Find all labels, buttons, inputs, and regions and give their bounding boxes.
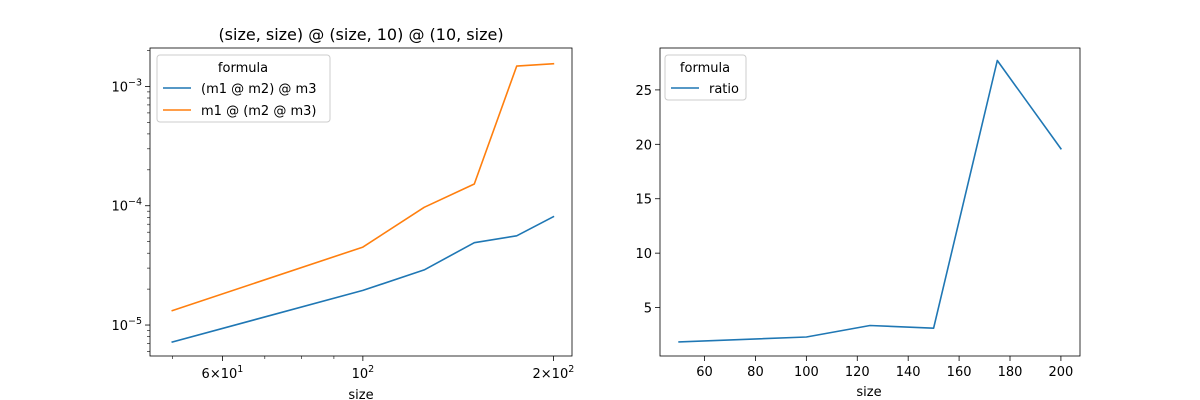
right-chart: 60 80 100 120 140 160 180 200 5 10 15 20 25 size for… <box>635 47 1081 400</box>
left-y-tick-label-0: 10−5 <box>111 316 142 334</box>
left-series-line-1 <box>171 62 555 312</box>
right-x-tick-label-7: 200 <box>1048 365 1073 380</box>
right-x-tick-label-0: 60 <box>696 365 713 380</box>
left-legend: formula (m1 @ m2) @ m3 m1 @ (m2 @ m3) <box>156 54 331 123</box>
right-ticks-group: 60 80 100 120 140 160 180 200 5 10 15 20 25 <box>635 84 1073 380</box>
left-x-tick-label-1: 102 <box>352 364 375 382</box>
left-series-line-0 <box>171 215 555 343</box>
left-chart: 6×101 102 2×102 10−5 10−4 10−3 (size, size) @… <box>111 25 574 400</box>
left-y-tick-label-2: 10−3 <box>111 77 142 95</box>
right-series-group <box>678 59 1063 343</box>
left-y-tick-label-1: 10−4 <box>111 197 142 215</box>
left-x-tick-label-2: 2×102 <box>533 364 575 382</box>
right-legend: formula ratio <box>664 54 747 101</box>
right-x-tick-label-6: 180 <box>998 365 1023 380</box>
right-y-tick-label-4: 25 <box>635 84 652 99</box>
left-chart-title: (size, size) @ (size, 10) @ (10, size) <box>218 25 503 44</box>
left-x-axis-label: size <box>348 388 373 400</box>
right-y-tick-label-1: 10 <box>635 247 652 262</box>
left-legend-label-1: m1 @ (m2 @ m3) <box>201 104 316 119</box>
right-x-tick-label-2: 100 <box>794 365 819 380</box>
left-legend-box <box>156 54 331 123</box>
right-x-tick-label-1: 80 <box>747 365 764 380</box>
right-legend-title: formula <box>680 61 730 76</box>
left-x-tick-label-0: 6×101 <box>202 364 244 382</box>
right-y-tick-label-2: 15 <box>635 193 652 208</box>
right-series-line-0 <box>678 59 1063 343</box>
right-x-tick-label-4: 140 <box>896 365 921 380</box>
right-x-tick-label-3: 120 <box>845 365 870 380</box>
right-legend-label-0: ratio <box>709 82 739 97</box>
left-plot-frame <box>149 47 573 357</box>
right-x-tick-label-5: 160 <box>947 365 972 380</box>
right-plot-frame <box>659 47 1081 357</box>
right-x-axis-label: size <box>856 385 881 400</box>
right-y-tick-label-3: 20 <box>635 138 652 153</box>
left-legend-label-0: (m1 @ m2) @ m3 <box>201 82 316 97</box>
left-ticks-group: 6×101 102 2×102 10−5 10−4 10−3 <box>111 50 575 382</box>
left-legend-title: formula <box>218 61 268 76</box>
right-y-tick-label-0: 5 <box>644 302 652 317</box>
left-series-group <box>171 62 555 343</box>
